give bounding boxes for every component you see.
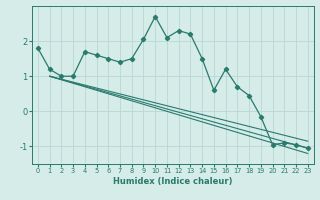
X-axis label: Humidex (Indice chaleur): Humidex (Indice chaleur) (113, 177, 233, 186)
